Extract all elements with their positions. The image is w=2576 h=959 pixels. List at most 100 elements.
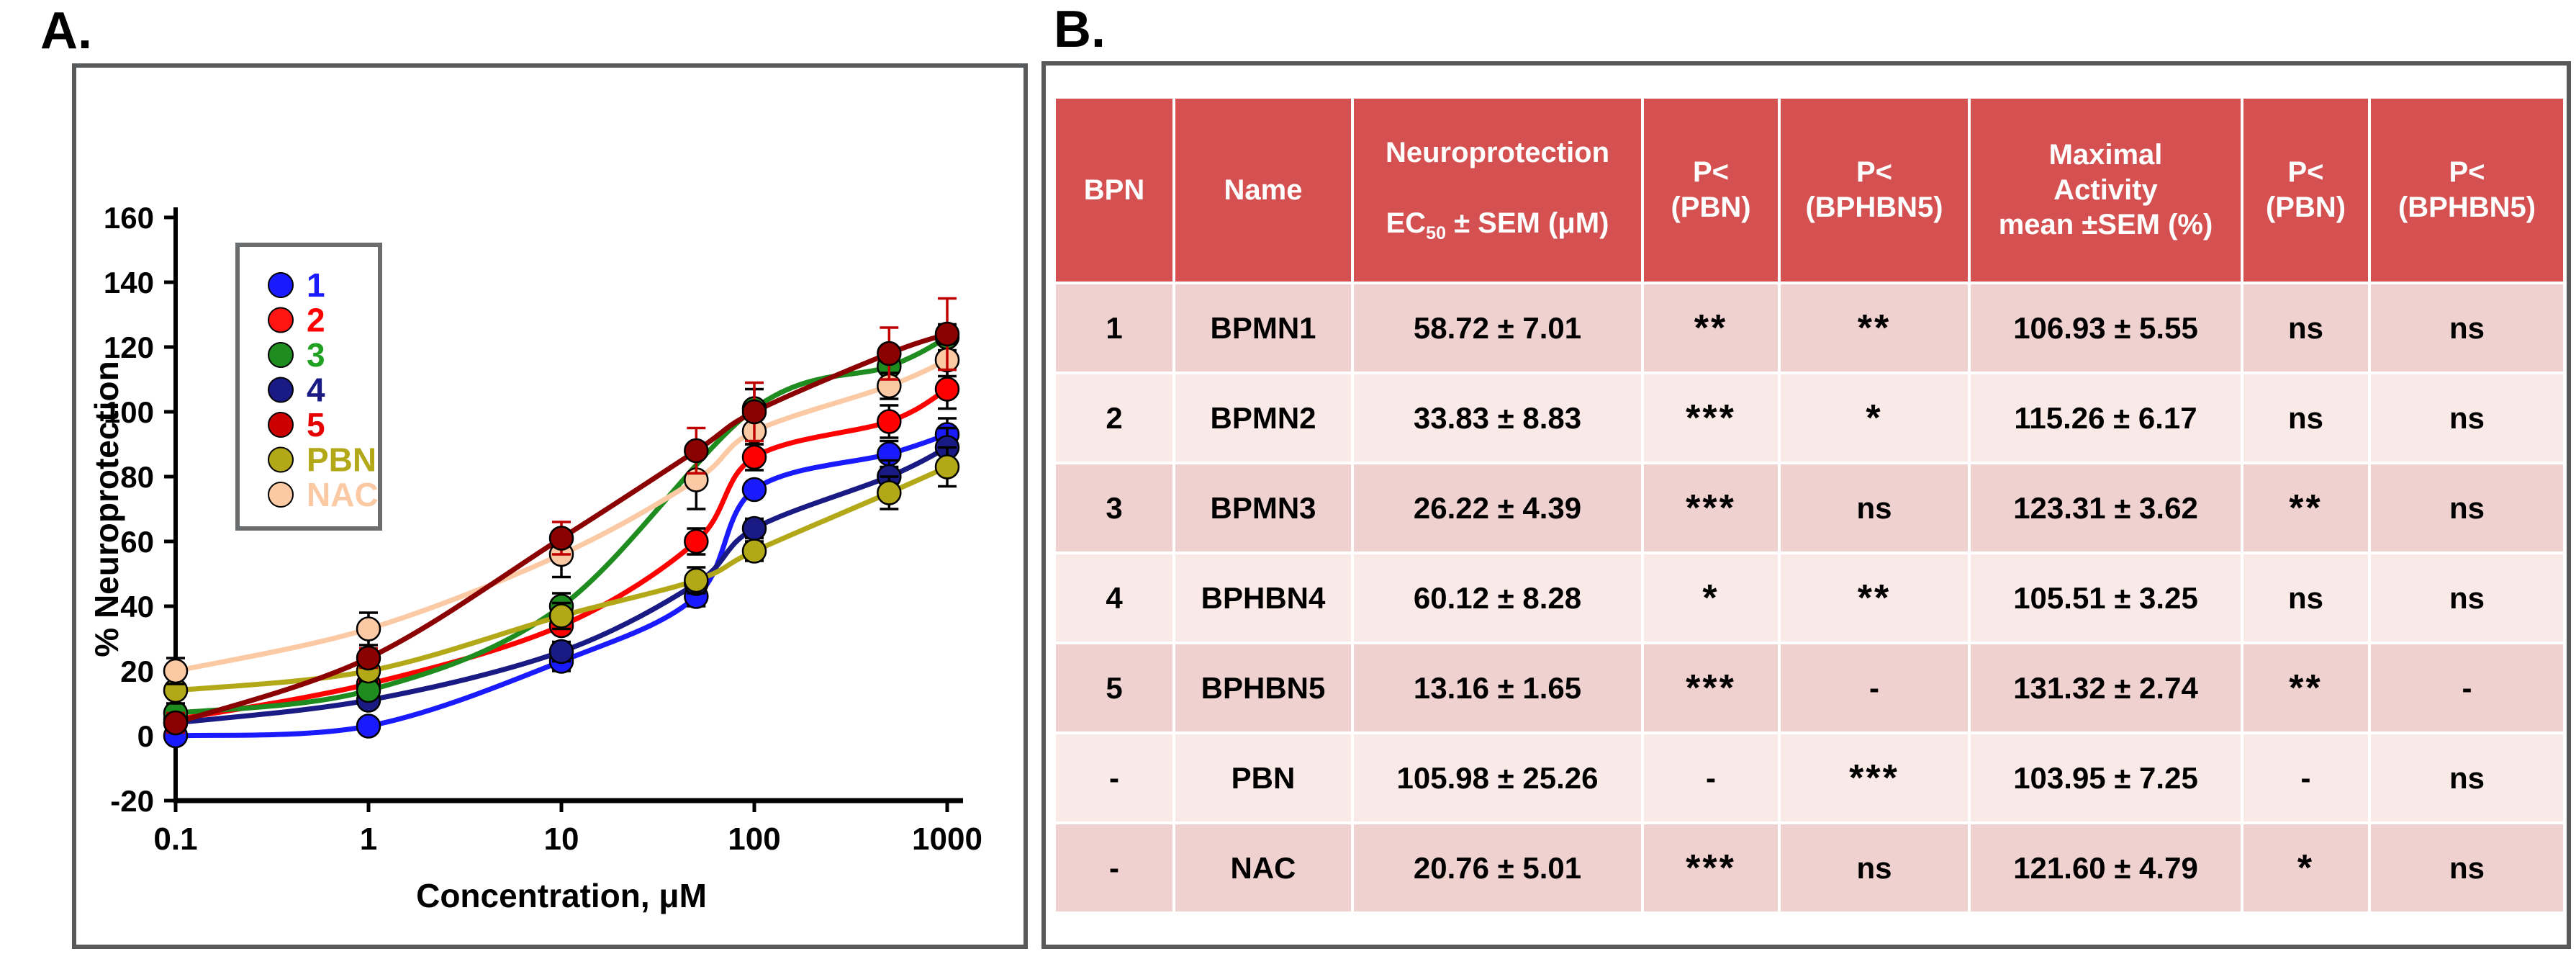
- data-point-2: [741, 444, 767, 470]
- table-cell: 1: [1056, 284, 1172, 372]
- table-cell: ns: [2371, 554, 2563, 641]
- table-cell: 26.22 ± 4.39: [1354, 464, 1641, 551]
- legend-marker-4: [268, 377, 294, 403]
- table-cell: BPHBN5: [1175, 644, 1351, 731]
- data-point-5: [741, 399, 767, 425]
- table-cell: PBN: [1175, 734, 1351, 821]
- legend-marker-NAC: [268, 482, 294, 508]
- table-cell: 33.83 ± 8.83: [1354, 374, 1641, 462]
- table-cell: **: [1781, 284, 1968, 372]
- series-curve-PBN: [173, 464, 950, 693]
- table-row: 4 BPHBN4 60.12 ± 8.28 * ** 105.51 ± 3.25 ns ns: [1056, 554, 2563, 641]
- series-curve-5: [173, 331, 950, 726]
- legend-label-4: 4: [307, 372, 325, 409]
- data-point-PBN: [684, 567, 709, 593]
- series-curve-2: [173, 387, 950, 722]
- col-header-p-pbn-ec50: P< (PBN): [1644, 99, 1778, 282]
- legend-label-PBN: PBN: [307, 441, 376, 479]
- table-cell: ***: [1644, 464, 1778, 551]
- table-cell: BPMN3: [1175, 464, 1351, 551]
- table-cell: **: [2243, 464, 2368, 551]
- table-cell: *: [2243, 824, 2368, 911]
- table-cell: **: [1644, 284, 1778, 372]
- data-point-NAC: [163, 658, 189, 684]
- table-cell: ns: [1781, 824, 1968, 911]
- dose-response-chart: -20 0 20 40 60 80 100 120 140 160 0.1 1 10 100 1000 Con…: [88, 201, 982, 914]
- x-tick-label: 100: [728, 821, 780, 857]
- table-header-row: BPN Name Neuroprotection EC50 ± SEM (μM)…: [1056, 99, 2563, 282]
- table-cell: 3: [1056, 464, 1172, 551]
- y-tick-label: 20: [120, 654, 154, 688]
- table-cell: 131.32 ± 2.74: [1971, 644, 2241, 731]
- table-cell: ns: [2371, 464, 2563, 551]
- table-cell: 20.76 ± 5.01: [1354, 824, 1641, 911]
- y-tick-label: 40: [120, 590, 154, 623]
- table-cell: 103.95 ± 7.25: [1971, 734, 2241, 821]
- results-table-body: 1 BPMN1 58.72 ± 7.01 ** ** 106.93 ± 5.55 ns ns 2…: [1056, 284, 2563, 911]
- data-point-2: [684, 528, 709, 554]
- y-tick-label: 100: [104, 395, 154, 429]
- table-cell: *: [1644, 554, 1778, 641]
- series-points-5: [163, 297, 960, 736]
- x-tick-label: 1: [360, 821, 377, 857]
- table-row: 3 BPMN3 26.22 ± 4.39 *** ns 123.31 ± 3.62 ** ns: [1056, 464, 2563, 551]
- data-point-5: [684, 438, 709, 464]
- data-point-PBN: [741, 539, 767, 564]
- data-point-4: [741, 515, 767, 541]
- x-tick-label: 1000: [912, 821, 982, 857]
- x-axis-title: Concentration, μM: [416, 877, 707, 914]
- table-cell: 2: [1056, 374, 1172, 462]
- data-point-5: [163, 710, 189, 736]
- data-point-5: [356, 645, 381, 671]
- col-header-maximal-activity: Maximal Activity mean ±SEM (%): [1971, 99, 2241, 282]
- series-curve-4: [173, 445, 950, 726]
- table-cell: ns: [2371, 284, 2563, 372]
- results-table: BPN Name Neuroprotection EC50 ± SEM (μM)…: [1053, 96, 2566, 914]
- legend-marker-2: [268, 307, 294, 333]
- y-tick-label: 60: [120, 525, 154, 559]
- table-row: 1 BPMN1 58.72 ± 7.01 ** ** 106.93 ± 5.55 ns ns: [1056, 284, 2563, 372]
- data-point-NAC: [356, 616, 381, 641]
- col-header-bpn: BPN: [1056, 99, 1172, 282]
- col-header-ec50-line2: EC50 ± SEM (μM): [1386, 207, 1609, 244]
- table-cell: -: [1056, 824, 1172, 911]
- x-tick-label: 10: [544, 821, 579, 857]
- table-cell: -: [1644, 734, 1778, 821]
- table-row: - PBN 105.98 ± 25.26- *** 103.95 ± 7.25- ns: [1056, 734, 2563, 821]
- table-row: - NAC 20.76 ± 5.01 *** ns 121.60 ± 4.79 * ns: [1056, 824, 2563, 911]
- table-cell: 105.98 ± 25.26: [1354, 734, 1641, 821]
- table-cell: 115.26 ± 6.17: [1971, 374, 2241, 462]
- table-cell: BPHBN4: [1175, 554, 1351, 641]
- table-cell: ***: [1644, 644, 1778, 731]
- data-point-1: [356, 713, 381, 739]
- col-header-p-bphbn5-ec50: P< (BPHBN5): [1781, 99, 1968, 282]
- table-cell: *: [1781, 374, 1968, 462]
- table-cell: **: [1781, 554, 1968, 641]
- y-tick-label: 160: [104, 201, 154, 235]
- table-row: 5 BPHBN5 13.16 ± 1.65 *** -131.32 ± 2.74 ** -: [1056, 644, 2563, 731]
- table-cell: BPMN2: [1175, 374, 1351, 462]
- data-point-2: [877, 409, 902, 434]
- legend-marker-3: [268, 342, 294, 368]
- x-tick-label: 0.1: [153, 821, 197, 857]
- table-cell: -: [1056, 734, 1172, 821]
- panel-b: BPN Name Neuroprotection EC50 ± SEM (μM)…: [1041, 61, 2571, 949]
- panel-b-label: B.: [1054, 1, 1106, 58]
- table-cell: 13.16 ± 1.65: [1354, 644, 1641, 731]
- legend-marker-PBN: [268, 446, 294, 473]
- data-point-PBN: [934, 454, 960, 480]
- table-cell: ns: [2371, 824, 2563, 911]
- table-cell: -: [2243, 734, 2368, 821]
- table-cell: ***: [1644, 374, 1778, 462]
- table-cell: -: [2371, 644, 2563, 731]
- table-cell: 4: [1056, 554, 1172, 641]
- table-cell: 58.72 ± 7.01: [1354, 284, 1641, 372]
- data-point-PBN: [877, 480, 902, 505]
- y-tick-label: 120: [104, 330, 154, 364]
- data-point-1: [741, 477, 767, 503]
- table-cell: 121.60 ± 4.79: [1971, 824, 2241, 911]
- table-cell: 123.31 ± 3.62: [1971, 464, 2241, 551]
- series-curve-1: [173, 432, 950, 739]
- y-tick-label: 0: [137, 719, 154, 753]
- legend-box: [235, 243, 382, 531]
